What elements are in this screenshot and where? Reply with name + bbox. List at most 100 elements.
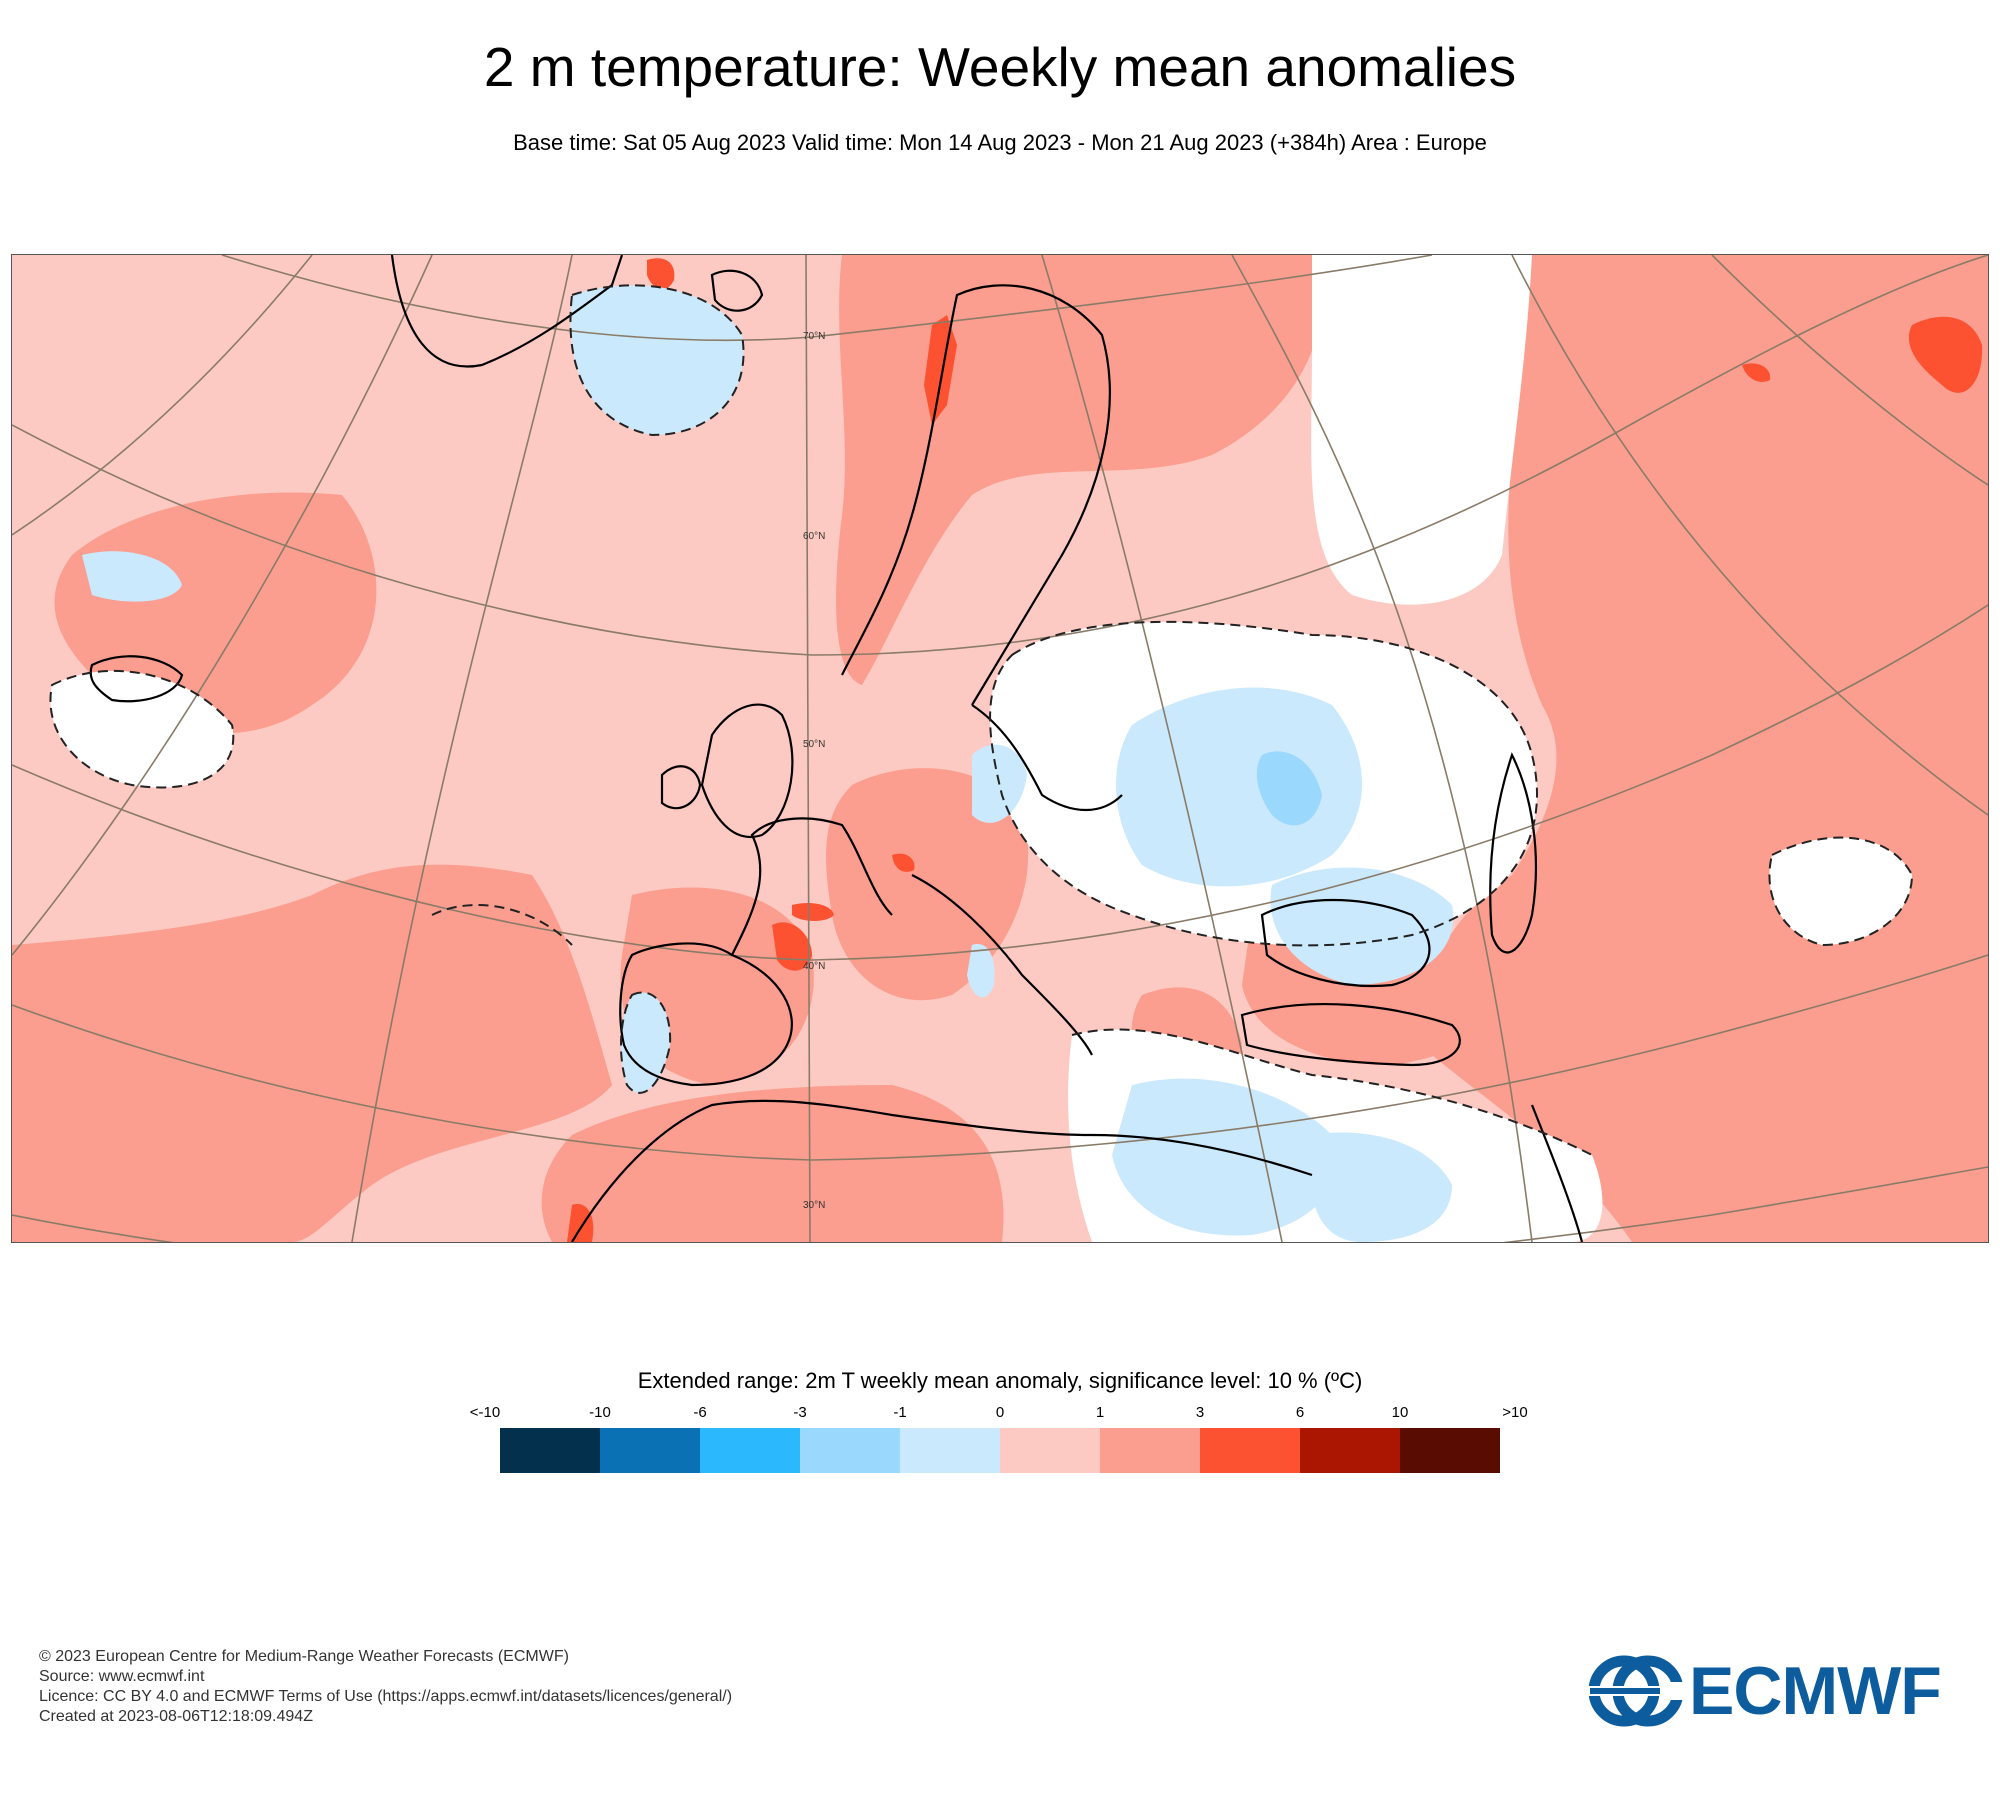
coast-north-africa — [571, 1099, 1313, 1242]
coast-iceland — [89, 655, 184, 703]
contour-atlantic — [431, 904, 573, 946]
coast-italy — [911, 874, 1093, 1056]
contour-caspian — [1768, 836, 1914, 947]
legend-label: 3 — [1195, 1404, 1205, 1421]
coast-scandinavia — [841, 284, 1111, 706]
significance-contours — [49, 284, 1914, 1156]
footer-credits: © 2023 European Centre for Medium-Range … — [39, 1647, 1139, 1727]
ecmwf-logo-mark-icon — [1588, 1655, 1684, 1727]
cool-area-egypt — [1309, 1132, 1452, 1242]
cool-area-black-sea — [1270, 867, 1454, 985]
anomaly-spot-italy — [892, 853, 915, 872]
meridian-w20 — [12, 255, 433, 956]
anomaly-map-canvas: 70°N 60°N 50°N 40°N 30°N — [12, 255, 1988, 1242]
legend-label: -1 — [893, 1404, 907, 1421]
contour-portugal — [619, 991, 672, 1094]
footer-licence: Licence: CC BY 4.0 and ECMWF Terms of Us… — [39, 1688, 733, 1705]
footer-copyright: © 2023 European Centre for Medium-Range … — [39, 1648, 569, 1665]
legend-label: -3 — [793, 1404, 807, 1421]
legend-label: -6 — [693, 1404, 707, 1421]
colorbar-swatch — [600, 1428, 700, 1473]
colorbar-swatch — [700, 1428, 800, 1473]
legend-label: <-10 — [469, 1404, 501, 1421]
legend-label: >10 — [1502, 1404, 1528, 1421]
colorbar-swatch — [1200, 1428, 1300, 1473]
anomaly-spot-greenland — [647, 258, 675, 290]
legend-label: -10 — [589, 1404, 611, 1421]
legend-label: 6 — [1295, 1404, 1305, 1421]
anomaly-spot-siberia — [1908, 316, 1983, 393]
colorbar — [500, 1428, 1500, 1473]
lat-label-30: 30°N — [803, 1200, 825, 1211]
coast-france — [731, 817, 893, 956]
lat-label-40: 40°N — [803, 961, 825, 972]
anomaly-spot-balearic — [792, 903, 834, 921]
graticule — [12, 255, 1988, 1242]
meridian-w30 — [12, 255, 313, 536]
cool-area-core — [1256, 751, 1322, 826]
legend-labels: <-10 -10 -6 -3 -1 0 1 3 6 10 >10 — [470, 1403, 1528, 1425]
colorbar-swatch — [1100, 1428, 1200, 1473]
anomaly-area-east — [1426, 255, 1988, 1242]
legend-label: 10 — [1391, 1404, 1409, 1421]
meridian-e10 — [1041, 255, 1283, 1242]
meridian-w10 — [351, 255, 573, 1242]
lat-label-60: 60°N — [803, 531, 825, 542]
colorbar-swatch — [500, 1428, 600, 1473]
colorbar-swatch — [1000, 1428, 1100, 1473]
cool-area-iceland-sea — [82, 551, 182, 602]
anomaly-area-scandinavia — [836, 255, 1321, 685]
parallel-60 — [12, 255, 1988, 656]
footer-source: Source: www.ecmwf.int — [39, 1668, 205, 1685]
meridian-e40 — [1711, 255, 1988, 486]
coast-red-sea — [1530, 1104, 1584, 1242]
coast-black-sea — [1260, 898, 1431, 988]
coast-svalbard — [710, 269, 764, 312]
cool-area-russia — [1115, 687, 1362, 887]
legend-title: Extended range: 2m T weekly mean anomaly… — [637, 1368, 1363, 1393]
anomaly-area-north-africa — [541, 1085, 1004, 1242]
coast-turkey — [1240, 1003, 1461, 1067]
colorbar-swatch — [800, 1428, 900, 1473]
coast-iberia — [619, 942, 793, 1087]
contour-iceland — [49, 669, 235, 789]
colorbar-swatch — [1400, 1428, 1500, 1473]
chart-title: 2 m temperature: Weekly mean anomalies — [483, 36, 1517, 98]
cool-area-libya — [1112, 1078, 1338, 1236]
colorbar-swatch — [1300, 1428, 1400, 1473]
parallel-30 — [12, 1166, 1988, 1242]
coast-ireland — [660, 765, 702, 810]
coast-baltic — [971, 704, 1123, 812]
coast-caspian — [1489, 752, 1537, 954]
anomaly-spot-urals — [1742, 363, 1771, 382]
contour-central-europe — [989, 620, 1538, 947]
coastlines — [89, 255, 1584, 1242]
coast-britain — [700, 703, 794, 838]
lat-label-70: 70°N — [803, 331, 825, 342]
parallel-70 — [221, 255, 1433, 342]
neutral-area-caspian — [1769, 837, 1912, 945]
legend-label: 0 — [995, 1404, 1005, 1421]
anomaly-spot-morocco — [567, 1204, 594, 1242]
contour-greenland-sea — [569, 284, 745, 437]
ecmwf-logo: ECMWF — [1588, 1655, 1968, 1727]
chart-subtitle: Base time: Sat 05 Aug 2023 Valid time: M… — [513, 130, 1487, 155]
legend-label: 1 — [1095, 1404, 1105, 1421]
colorbar-swatch — [900, 1428, 1000, 1473]
latitude-labels: 70°N 60°N 50°N 40°N 30°N — [803, 331, 825, 1211]
ecmwf-logo-text: ECMWF — [1689, 1653, 1942, 1729]
cool-area-sardinia — [967, 944, 995, 998]
lat-label-50: 50°N — [803, 739, 825, 750]
anomaly-area-atlantic-sw — [12, 864, 612, 1242]
meridian-0 — [805, 255, 811, 1242]
cool-area-greenland-sea — [570, 285, 744, 435]
parallel-50 — [12, 604, 1988, 961]
neutral-area-iceland — [50, 670, 234, 788]
cool-area-portugal — [620, 992, 671, 1093]
neutral-area-north-russia — [1311, 255, 1532, 605]
contour-mediterranean — [1071, 1028, 1593, 1156]
anomaly-map: 70°N 60°N 50°N 40°N 30°N — [11, 254, 1989, 1243]
meridian-e30 — [1511, 255, 1988, 816]
footer-created: Created at 2023-08-06T12:18:09.494Z — [39, 1708, 313, 1725]
parallel-40 — [12, 954, 1988, 1161]
